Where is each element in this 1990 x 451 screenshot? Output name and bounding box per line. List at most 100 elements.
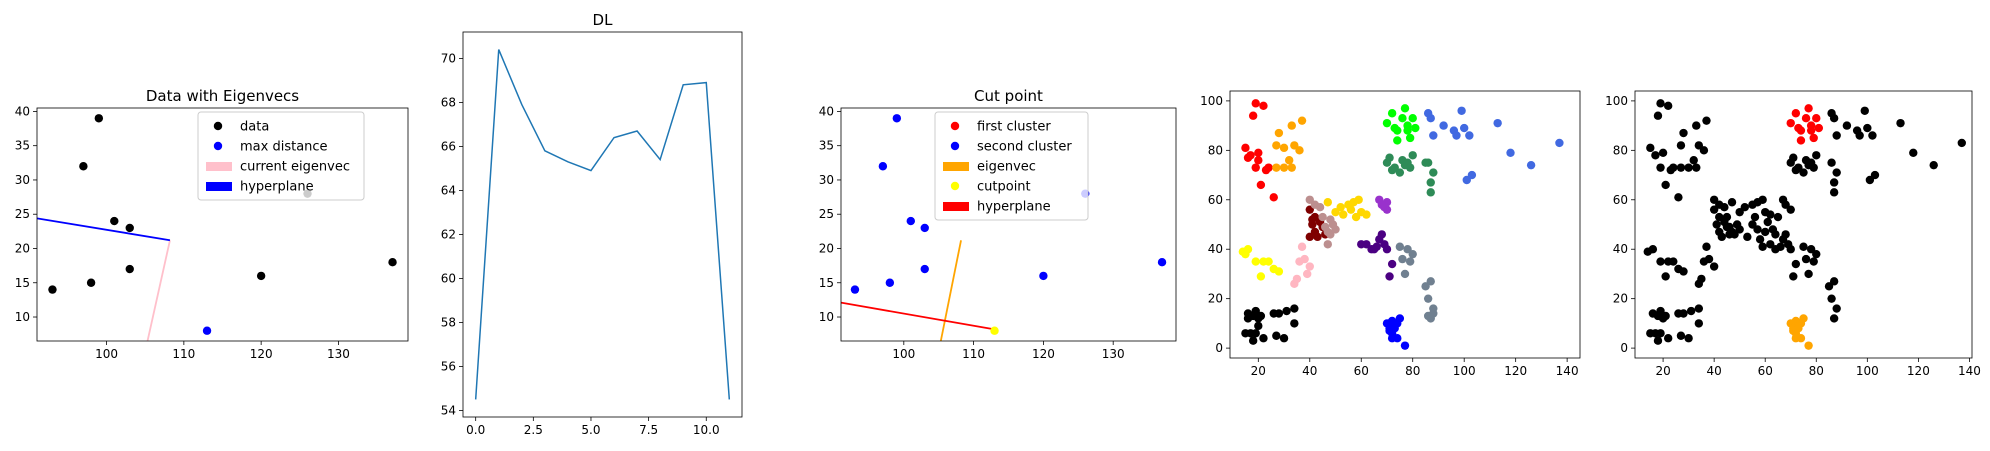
legend-label: max distance (240, 140, 328, 155)
data-point (1279, 163, 1289, 172)
data-point (1806, 121, 1816, 130)
x-tick-label: 10.0 (693, 423, 720, 437)
data-point (1674, 193, 1683, 202)
legend-marker (213, 121, 223, 131)
data-point (1303, 269, 1312, 279)
data-point (1669, 163, 1678, 172)
y-tick-label: 62 (441, 227, 456, 241)
x-tick-label: 140 (1958, 364, 1981, 378)
data-point (1264, 257, 1273, 266)
data-point (1039, 271, 1048, 281)
data-point (86, 278, 96, 287)
data-point (1385, 153, 1394, 162)
data-point (1855, 131, 1864, 140)
data-point (1254, 156, 1263, 165)
data-point (1331, 225, 1340, 234)
data-point (1827, 294, 1836, 303)
data-point (1241, 249, 1250, 259)
data-point (1686, 306, 1696, 316)
legend-marker (950, 181, 960, 191)
data-point (1740, 202, 1749, 212)
data-point (1305, 262, 1314, 271)
data-point (892, 114, 902, 123)
x-tick-label: 20 (1251, 364, 1266, 378)
data-point (1259, 101, 1268, 111)
y-tick-label: 56 (441, 359, 456, 373)
data-point (1393, 136, 1402, 145)
data-point (1776, 242, 1785, 251)
data-point (1339, 210, 1348, 219)
data-point (1452, 131, 1461, 140)
data-point (1369, 245, 1379, 254)
data-point (1648, 245, 1658, 254)
data-point (1426, 113, 1435, 123)
data-point (1646, 143, 1655, 153)
data-point (1727, 198, 1737, 207)
data-point (1684, 163, 1693, 172)
x-tick-label: 140 (1556, 364, 1579, 378)
y-tick-label: 60 (1613, 193, 1628, 207)
data-point (1829, 113, 1839, 123)
data-point (1676, 331, 1686, 340)
data-point (1832, 168, 1841, 177)
data-point (1400, 104, 1410, 113)
y-tick-label: 68 (441, 95, 456, 109)
x-tick-label: 130 (1102, 347, 1125, 361)
data-point (920, 264, 929, 274)
data-point (1786, 245, 1795, 254)
data-point (1351, 212, 1361, 222)
x-tick-label: 40 (1707, 364, 1722, 378)
legend-label: hyperplane (240, 180, 314, 195)
data-point (1387, 109, 1397, 118)
data-point (1763, 217, 1772, 227)
data-point (1794, 324, 1803, 333)
data-point (1429, 309, 1438, 318)
data-point (1272, 141, 1281, 150)
data-point (1692, 121, 1701, 130)
axes-frame (840, 107, 1177, 342)
x-tick-label: 130 (327, 347, 350, 361)
data-point (1408, 249, 1417, 259)
x-tick-label: 0.0 (466, 423, 485, 437)
data-point (1256, 180, 1266, 190)
data-point (1789, 153, 1798, 162)
data-point (1290, 304, 1299, 313)
data-point (1829, 178, 1839, 187)
data-point (1909, 148, 1918, 158)
chart-title: Data with Eigenvecs (146, 87, 299, 105)
y-tick-label: 15 (819, 276, 834, 290)
data-point (1786, 205, 1795, 214)
data-point (1279, 143, 1289, 153)
data-point (388, 257, 397, 267)
data-point (1684, 334, 1693, 343)
data-point (110, 216, 119, 226)
y-tick-label: 20 (1613, 292, 1628, 306)
data-point (1812, 249, 1821, 259)
data-point (1720, 202, 1729, 212)
data-point (885, 278, 895, 287)
data-point (1804, 341, 1813, 350)
x-tick-label: 100 (892, 347, 915, 361)
y-tick-label: 80 (1613, 143, 1628, 157)
x-tick-label: 5.0 (581, 423, 600, 437)
axes-frame (36, 107, 409, 342)
data-point (48, 285, 57, 294)
data-point (1669, 257, 1678, 266)
data-point (1297, 116, 1307, 125)
data-point (202, 326, 212, 335)
x-tick-label: 120 (1907, 364, 1930, 378)
x-tick-label: 2.5 (524, 423, 543, 437)
data-point (1395, 314, 1405, 323)
data-point (1241, 143, 1250, 153)
x-tick-label: 120 (1504, 364, 1527, 378)
x-tick-label: 60 (1758, 364, 1773, 378)
x-tick-label: 7.5 (639, 423, 658, 437)
data-point (1506, 148, 1515, 158)
panel-1: Data with Eigenvecs 100 110 120 130 10 15 20 25 3… (15, 87, 409, 361)
data-point (1403, 121, 1412, 130)
data-point (1429, 131, 1438, 140)
data-point (1157, 257, 1167, 267)
data-point (1295, 146, 1304, 155)
line-hyperplane (841, 301, 995, 331)
data-point (1248, 111, 1258, 120)
